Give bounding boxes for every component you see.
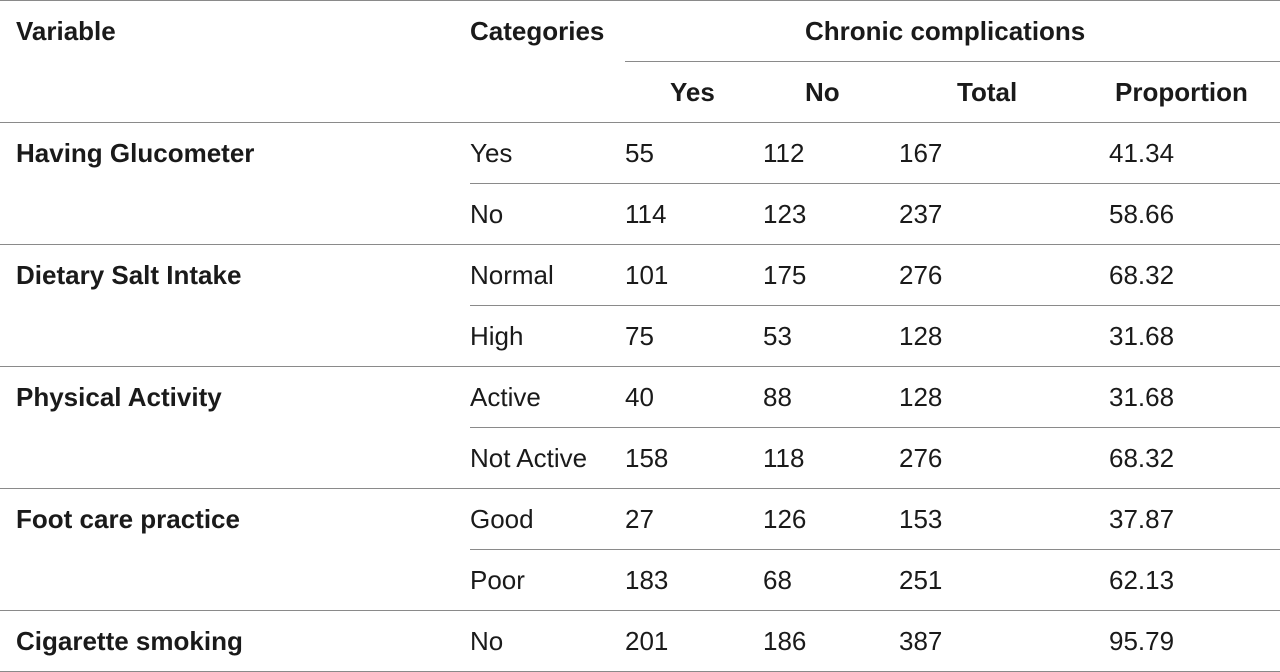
table-row: No 114 123 237 58.66 — [0, 183, 1280, 245]
category-cell: Not Active — [470, 427, 625, 489]
no-cell: 118 — [763, 427, 899, 489]
category-cell: Active — [470, 366, 625, 428]
total-cell: 167 — [899, 137, 943, 168]
table-row: High 75 53 128 31.68 — [0, 305, 1280, 367]
header-spacer-categories — [470, 61, 625, 123]
total-cell: 128 — [899, 366, 1109, 428]
proportion-cell: 41.34 — [1109, 137, 1175, 168]
no-cell: 175 — [763, 244, 899, 306]
no-cell: 68 — [763, 549, 899, 611]
proportion-cell: 37.87 — [1109, 488, 1280, 550]
total-cell: 237 — [899, 183, 1109, 245]
header-variable: Variable — [0, 0, 470, 62]
yes-cell: 55 — [625, 137, 654, 168]
header-chronic-complications: Chronic complications — [625, 0, 1280, 62]
total-cell: 387 — [899, 610, 1109, 672]
table-body: Having Glucometer Yes 55 112 167 41.34 N… — [0, 123, 1280, 672]
variable-cell — [0, 306, 470, 367]
proportion-cell: 62.13 — [1109, 549, 1280, 611]
table-row: Dietary Salt Intake Normal 101 175 276 6… — [0, 244, 1280, 306]
header-proportion: Proportion — [1109, 61, 1280, 123]
table-row: Foot care practice Good 27 126 153 37.87 — [0, 488, 1280, 550]
header-total: Total — [899, 61, 1109, 123]
table-row: Cigarette smoking No 201 186 387 95.79 — [0, 610, 1280, 672]
variable-cell: Foot care practice — [0, 488, 470, 550]
no-cell: 53 — [763, 305, 899, 367]
yes-cell: 201 — [625, 610, 763, 672]
category-cell: Poor — [470, 549, 625, 611]
no-cell: 186 — [763, 610, 899, 672]
no-cell: 112 — [763, 137, 805, 168]
category-cell: Good — [470, 488, 625, 550]
total-cell: 128 — [899, 305, 1109, 367]
yes-cell: 183 — [625, 549, 763, 611]
proportion-cell: 95.79 — [1109, 610, 1280, 672]
yes-cell: 75 — [625, 305, 763, 367]
table-row: Physical Activity Active 40 88 128 31.68 — [0, 366, 1280, 428]
header-no: No — [763, 61, 899, 123]
table-row: Having Glucometer Yes 55 112 167 41.34 — [0, 123, 1280, 184]
variable-cell: Having Glucometer — [16, 137, 255, 168]
no-cell: 88 — [763, 366, 899, 428]
total-cell: 251 — [899, 549, 1109, 611]
category-cell: Normal — [470, 244, 625, 306]
header-spacer-variable — [0, 61, 470, 123]
yes-cell: 27 — [625, 488, 763, 550]
no-cell: 126 — [763, 488, 899, 550]
header-categories: Categories — [470, 0, 625, 62]
category-cell: High — [470, 305, 625, 367]
header-yes: Yes — [625, 61, 763, 123]
total-cell: 276 — [899, 244, 1109, 306]
table-row: Not Active 158 118 276 68.32 — [0, 427, 1280, 489]
yes-cell: 101 — [625, 244, 763, 306]
table-row: Poor 183 68 251 62.13 — [0, 549, 1280, 611]
proportion-cell: 31.68 — [1109, 305, 1280, 367]
variable-cell — [0, 428, 470, 489]
yes-cell: 158 — [625, 427, 763, 489]
total-cell: 276 — [899, 427, 1109, 489]
variable-cell — [0, 184, 470, 245]
proportion-cell: 68.32 — [1109, 244, 1280, 306]
variable-cell: Physical Activity — [0, 366, 470, 428]
proportion-cell: 68.32 — [1109, 427, 1280, 489]
category-cell: No — [470, 610, 625, 672]
variable-cell — [0, 550, 470, 611]
no-cell: 123 — [763, 183, 899, 245]
yes-cell: 40 — [625, 366, 763, 428]
total-cell: 153 — [899, 488, 1109, 550]
variable-cell: Dietary Salt Intake — [0, 244, 470, 306]
variable-cell: Cigarette smoking — [0, 610, 470, 672]
proportion-cell: 58.66 — [1109, 183, 1280, 245]
category-cell: No — [470, 183, 625, 245]
yes-cell: 114 — [625, 183, 763, 245]
proportion-cell: 31.68 — [1109, 366, 1280, 428]
category-cell: Yes — [470, 137, 513, 168]
